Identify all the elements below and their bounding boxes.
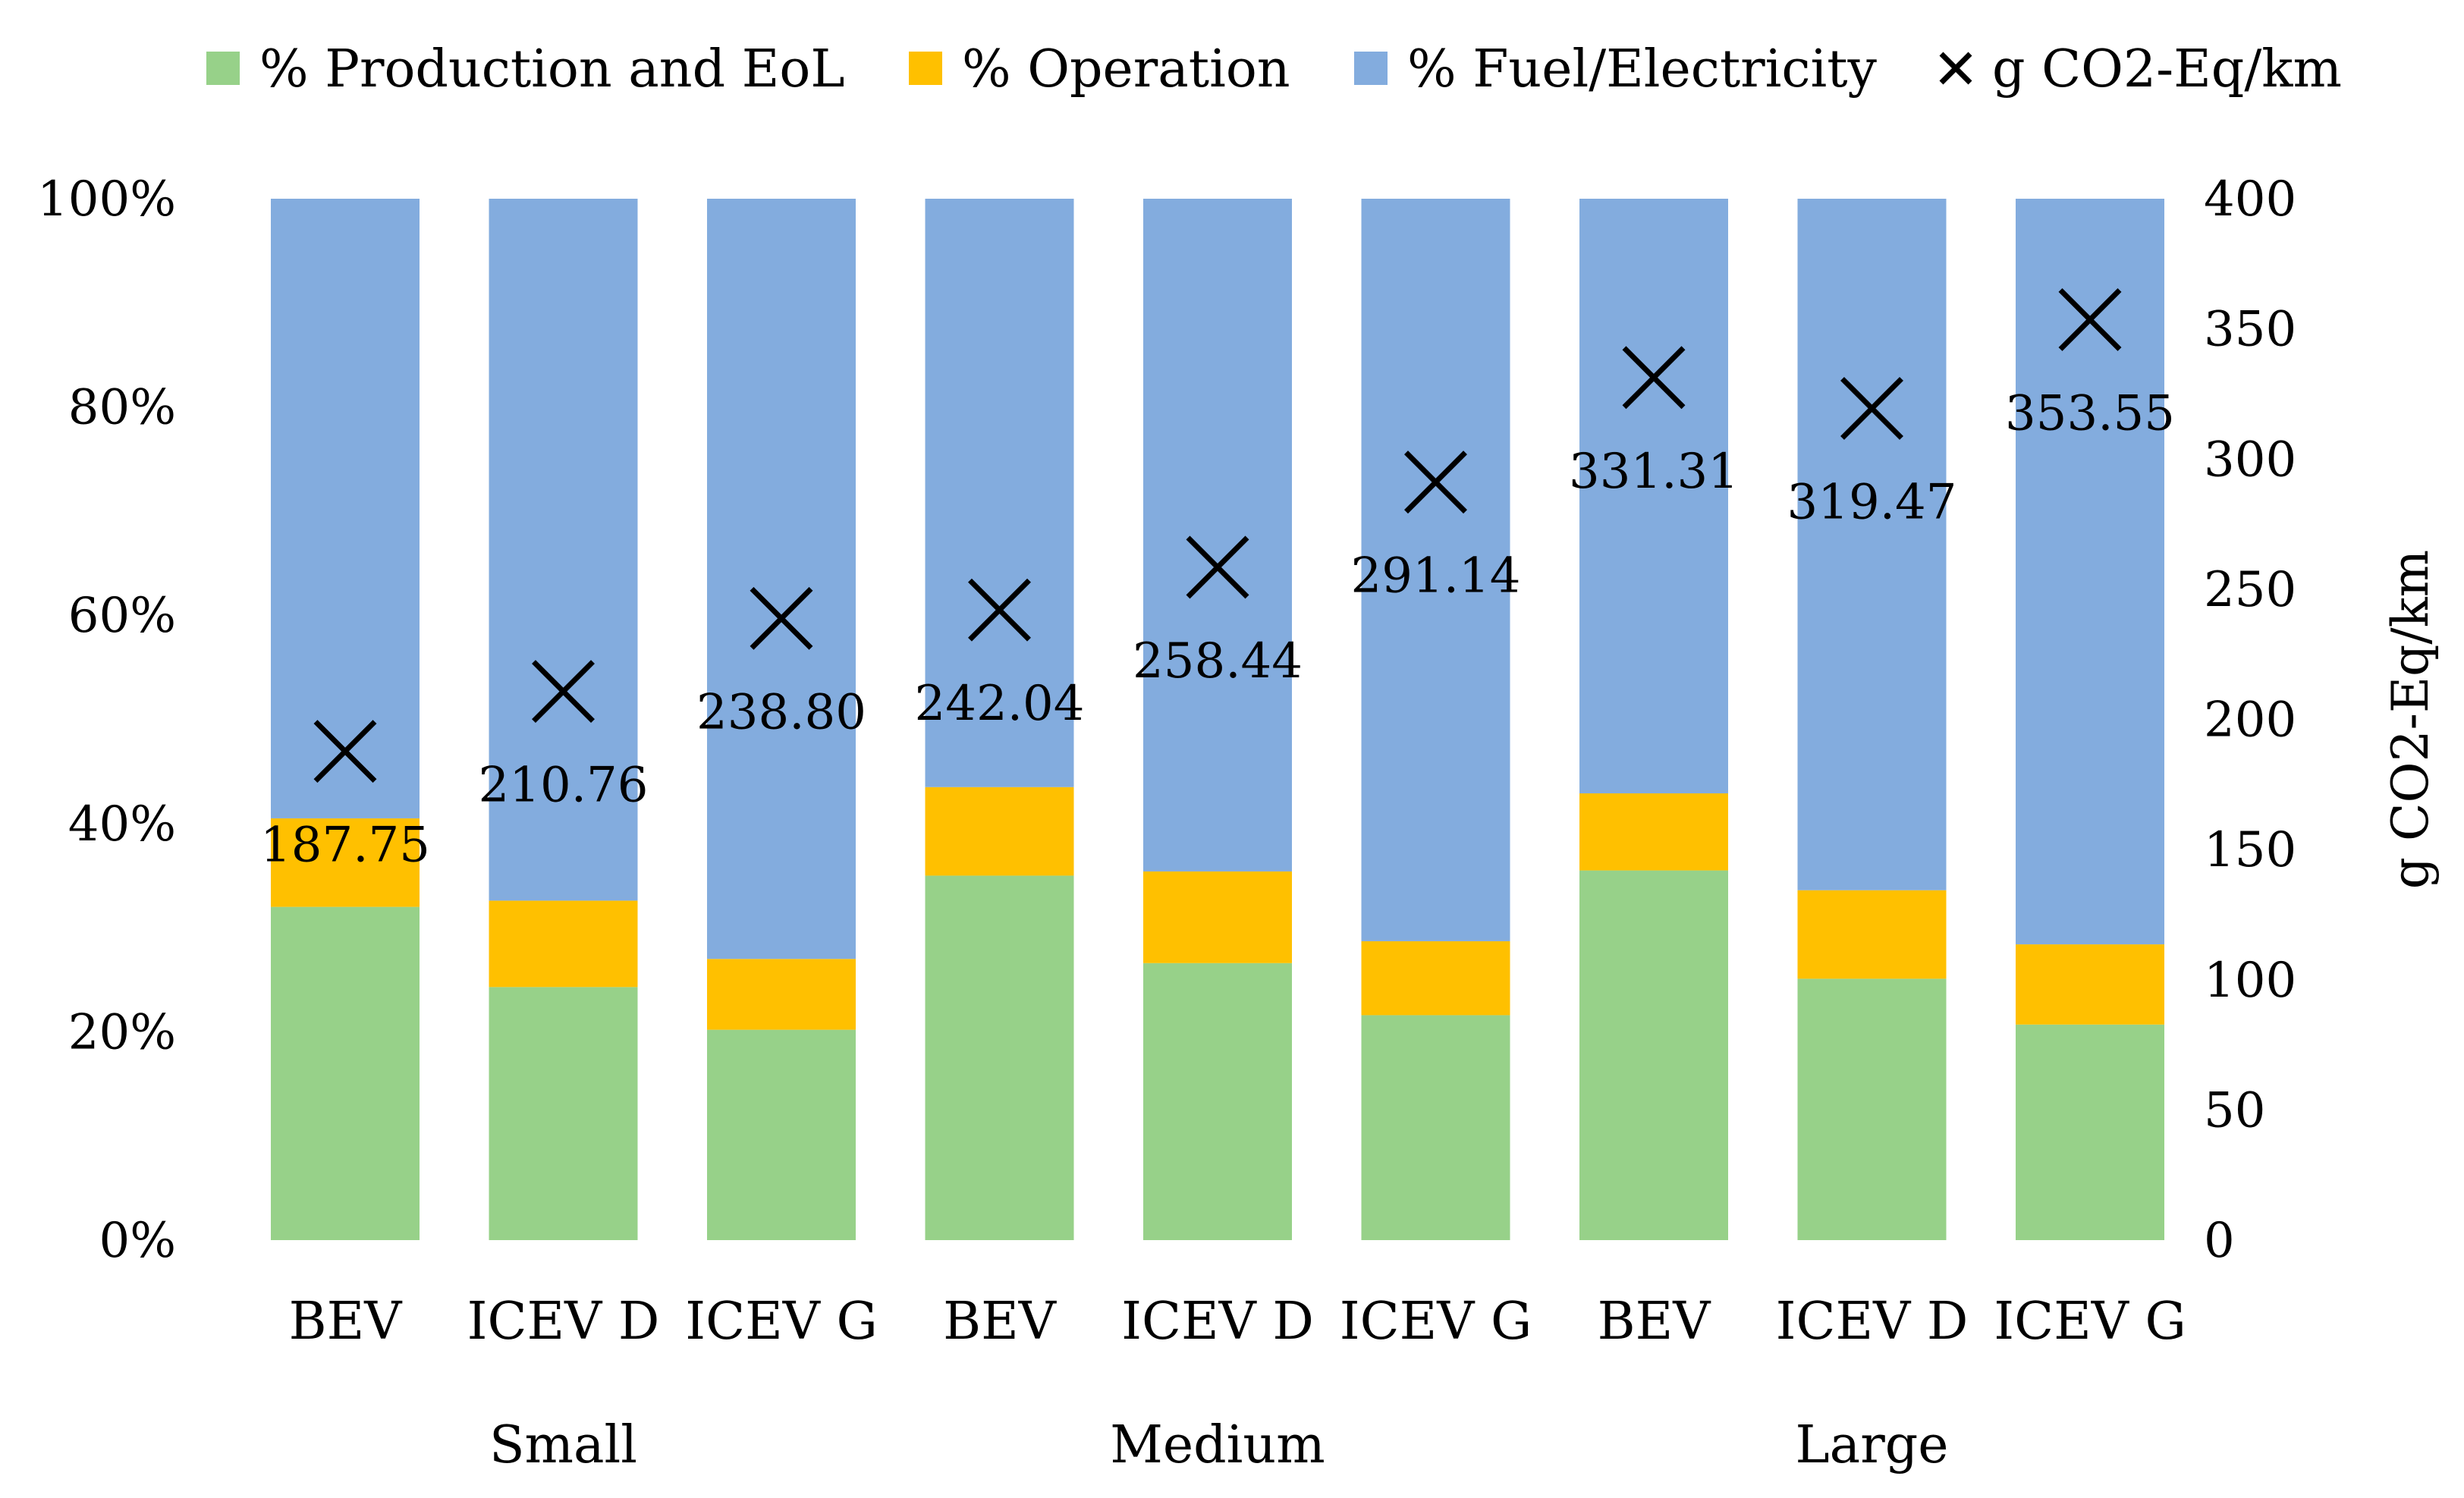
data-label: 291.14 [1351,548,1521,605]
marker-x [2058,287,2122,351]
bar-segment [271,906,420,1240]
bar-segment [1579,870,1728,1240]
y-right-tick-label: 0 [2204,1213,2235,1269]
bar-segment [489,900,638,988]
legend-label: % Fuel/Electricity [1407,39,1878,99]
x-category-label: ICEV D [1776,1292,1969,1352]
y-right-tick-label: 350 [2204,302,2296,358]
bar-segment [489,987,638,1240]
y-left-tick-label: 100% [37,171,176,228]
legend-swatch [206,52,240,85]
bar-segment [489,199,638,901]
data-label: 353.55 [2005,385,2175,441]
bar-segment [1797,199,1947,890]
legend-swatch [909,52,942,85]
bar-segment [2016,1024,2164,1240]
bar-segment [1361,199,1510,941]
bar-segment [271,199,420,818]
y-left-tick-label: 60% [68,588,176,644]
legend-label: % Production and EoL [259,39,844,99]
marker-x [1186,535,1249,599]
y-left-tick-label: 80% [68,380,176,436]
y-right-tick-label: 100 [2204,953,2296,1009]
x-category-label: BEV [289,1292,404,1352]
legend-swatch [1939,52,1972,85]
bar-segment [707,199,856,959]
y-right-tick-label: 400 [2204,171,2296,228]
bar-segment [2016,199,2164,945]
bar-segment [1143,199,1292,871]
x-group-label: Medium [1110,1415,1325,1475]
y-left-tick-label: 40% [68,796,176,853]
x-category-label: BEV [1598,1292,1712,1352]
x-group-label: Small [489,1415,637,1475]
y-left-tick-label: 0% [99,1213,176,1269]
x-category-label: ICEV G [1994,1292,2186,1352]
bar-segment [925,875,1074,1240]
data-label: 187.75 [260,818,430,874]
data-label: 319.47 [1787,474,1957,530]
x-category-label: ICEV G [685,1292,878,1352]
x-category-label: BEV [943,1292,1058,1352]
bar-segment [1361,1015,1510,1240]
y-right-axis-title: g CO2-Eq/km [2381,550,2440,889]
data-label: 331.31 [1569,444,1739,500]
y-right-tick-label: 150 [2204,822,2296,878]
bar-segment [925,787,1074,876]
data-label: 238.80 [696,684,866,740]
marker-x [313,720,377,784]
y-right-tick-label: 250 [2204,562,2296,618]
bar-segment [1143,963,1292,1240]
marker-x [968,578,1031,642]
data-label: 210.76 [479,758,649,814]
y-left-tick-label: 20% [68,1004,176,1060]
bar-segment [1579,199,1728,793]
bar-segment [1579,793,1728,871]
marker-x [532,660,595,724]
marker-x [1404,451,1467,514]
bar-segment [271,818,420,907]
y-right-tick-label: 200 [2204,692,2296,749]
marker-x [1622,346,1686,410]
data-label: 258.44 [1133,633,1303,689]
legend-swatch [1354,52,1388,85]
bar-segment [925,199,1074,787]
bar-segment [1797,978,1947,1240]
bar-segment [2016,944,2164,1025]
x-category-label: ICEV G [1340,1292,1532,1352]
legend-label: % Operation [962,39,1290,99]
legend-label: g CO2-Eq/km [1992,39,2342,99]
bar-segment [1143,871,1292,963]
data-label: 242.04 [915,676,1085,732]
bar-segment [707,959,856,1030]
y-right-tick-label: 300 [2204,432,2296,488]
bar-segment [1797,890,1947,979]
marker-x [750,586,813,650]
bar-segment [707,1029,856,1240]
bar-segment [1361,941,1510,1016]
x-group-label: Large [1796,1415,1949,1475]
x-category-label: ICEV D [467,1292,660,1352]
x-category-label: ICEV D [1121,1292,1314,1352]
y-right-tick-label: 50 [2204,1082,2265,1138]
marker-x [1840,376,1903,440]
